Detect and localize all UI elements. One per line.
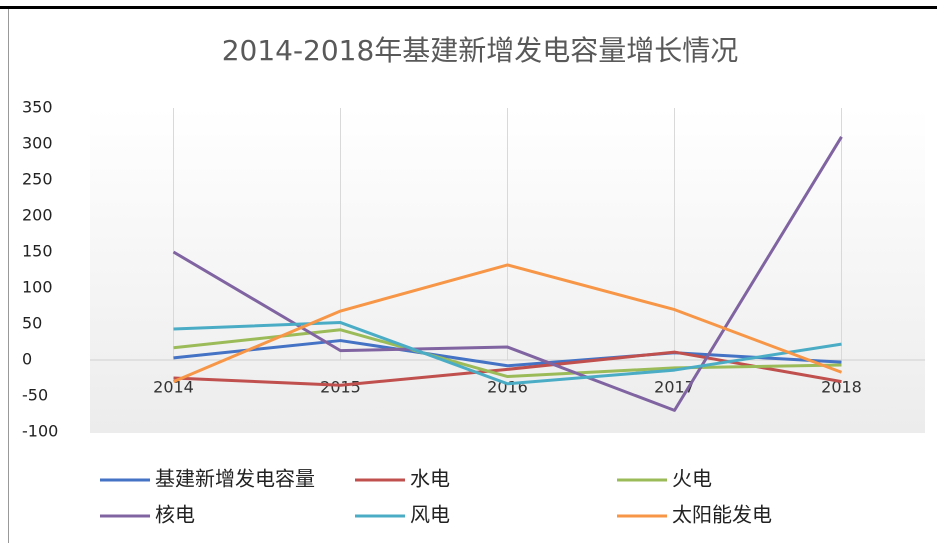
x-tick-label: 2015	[320, 378, 361, 397]
y-tick-label: 200	[22, 206, 53, 225]
y-tick-label: 100	[22, 278, 53, 297]
series-line	[173, 339, 842, 368]
legend-label: 核电	[155, 503, 195, 527]
y-tick-label: 300	[22, 134, 53, 153]
series-line	[172, 136, 843, 412]
y-tick-label: 150	[22, 242, 53, 261]
header-rule	[0, 6, 937, 9]
y-tick-label: 350	[22, 98, 53, 117]
series-line	[173, 321, 842, 386]
frame-edge	[8, 9, 9, 543]
y-tick-label: 0	[22, 350, 32, 369]
y-tick-label: 250	[22, 170, 53, 189]
y-tick-label: -100	[22, 422, 58, 441]
x-tick-label: 2014	[153, 378, 194, 397]
series-line	[172, 263, 843, 383]
legend-label: 水电	[410, 467, 450, 491]
y-tick-label: 50	[22, 314, 42, 333]
legend-label: 火电	[672, 467, 712, 491]
y-tick-label: -50	[22, 386, 48, 405]
legend-label: 太阳能发电	[672, 503, 772, 527]
legend-label: 基建新增发电容量	[155, 467, 315, 491]
x-tick-label: 2018	[821, 378, 862, 397]
chart-title: 2014-2018年基建新增发电容量增长情况	[222, 34, 739, 67]
legend-label: 风电	[410, 503, 450, 527]
x-tick-label: 2016	[487, 378, 528, 397]
